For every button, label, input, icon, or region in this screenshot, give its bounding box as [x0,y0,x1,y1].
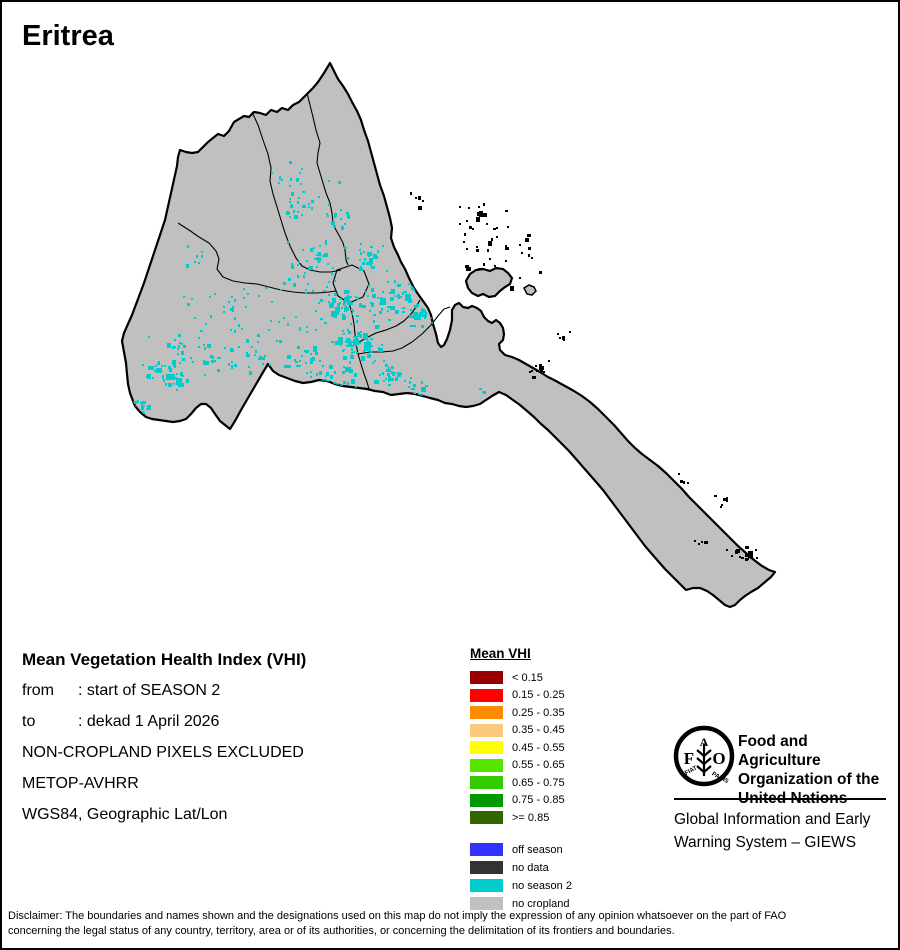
legend-class-rows: < 0.15 0.15 - 0.25 0.25 - 0.35 0.35 - 0.45 0… [470,669,640,827]
info-line-noncropland: NON-CROPLAND PIXELS EXCLUDED [22,744,304,761]
legend-swatch [470,706,503,720]
legend-label: 0.45 - 0.55 [512,741,565,754]
legend-label: no season 2 [512,879,572,892]
disclaimer-line1: Disclaimer: The boundaries and names sho… [8,910,787,922]
disclaimer-line2: concerning the legal status of any count… [8,924,675,937]
info-from-value: : start of SEASON 2 [78,682,221,699]
disclaimer: Disclaimer: The boundaries and names sho… [8,909,892,938]
org-divider [674,798,886,800]
small-island [523,284,537,296]
vhi-legend: Mean VHI < 0.15 0.15 - 0.25 0.25 - 0.35 0.3… [470,646,640,913]
legend-row: 0.55 - 0.65 [470,757,640,775]
wheat-ear-icon [696,744,712,776]
info-row-to: to : dekad 1 April 2026 [22,713,452,731]
legend-label: no cropland [512,897,570,910]
fao-name: Food and Agriculture Organization of the… [738,732,890,808]
legend-row: >= 0.85 [470,809,640,827]
legend-label: 0.55 - 0.65 [512,759,565,772]
legend-row: no cropland [470,895,640,913]
info-heading: Mean Vegetation Health Index (VHI) [22,650,307,669]
legend-row: 0.25 - 0.35 [470,704,640,722]
legend-swatch [470,811,503,825]
legend-swatch [470,897,503,910]
legend-swatch [470,741,503,755]
svg-text:O: O [712,749,725,768]
region-boundaries [177,92,451,390]
legend-swatch [470,843,503,856]
map-info-block: Mean Vegetation Health Index (VHI) from … [22,650,452,837]
legend-row: < 0.15 [470,669,640,687]
fao-name-line2: Organization of the [738,771,880,788]
legend-swatch [470,688,503,702]
info-line-projection: WGS84, Geographic Lat/Lon [22,806,228,823]
legend-label: off season [512,843,563,856]
legend-row: no season 2 [470,877,640,895]
fiat-motto: FIAT [684,765,698,777]
legend-swatch [470,861,503,874]
legend-row: no data [470,859,640,877]
giews-line1: Global Information and Early [674,811,871,828]
legend-swatch [470,758,503,772]
page-title: Eritrea [22,20,114,52]
eritrea-landmass [120,61,777,609]
legend-swatch [470,793,503,807]
legend-title: Mean VHI [470,646,531,661]
legend-label: < 0.15 [512,671,543,684]
legend-extra-rows: off season no data no season 2 no cropland [470,841,640,913]
legend-swatch [470,723,503,737]
info-to-label: to [22,713,36,730]
legend-row: 0.65 - 0.75 [470,774,640,792]
fao-logo-icon: F O A FIAT PANIS [673,725,735,787]
dahlak-island [464,266,514,299]
info-from-label: from [22,682,54,699]
legend-label: no data [512,861,549,874]
legend-row: 0.75 - 0.85 [470,792,640,810]
legend-swatch [470,671,503,685]
legend-label: 0.75 - 0.85 [512,794,565,807]
info-to-value: : dekad 1 April 2026 [78,713,220,730]
legend-label: >= 0.85 [512,811,550,824]
legend-label: 0.65 - 0.75 [512,776,565,789]
legend-label: 0.15 - 0.25 [512,689,565,702]
legend-label: 0.25 - 0.35 [512,706,565,719]
legend-swatch [470,879,503,892]
legend-row: 0.15 - 0.25 [470,687,640,705]
legend-row: off season [470,841,640,859]
legend-row: 0.45 - 0.55 [470,739,640,757]
giews-line2: Warning System – GIEWS [674,834,857,851]
legend-swatch [470,776,503,790]
svg-text:F: F [684,749,694,768]
giews-name: Global Information and Early Warning Sys… [674,808,870,854]
island-specks [410,192,758,561]
info-row-from: from : start of SEASON 2 [22,682,452,700]
legend-row: 0.35 - 0.45 [470,722,640,740]
fao-name-line1: Food and Agriculture [738,733,821,769]
info-line-sensor: METOP-AVHRR [22,775,139,792]
svg-text:A: A [700,735,709,749]
legend-label: 0.35 - 0.45 [512,724,565,737]
